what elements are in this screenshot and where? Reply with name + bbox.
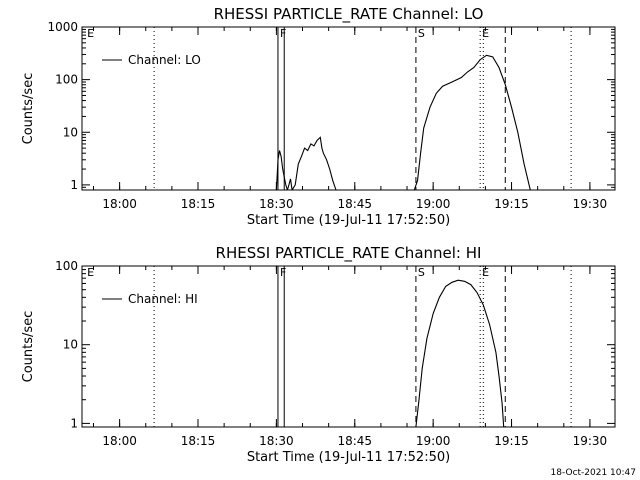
y-axis-label: Counts/sec (21, 73, 36, 145)
x-tick-label: 18:30 (259, 197, 294, 211)
x-tick-label: 19:30 (573, 197, 608, 211)
x-tick-label: 18:45 (337, 434, 372, 448)
series-line (286, 178, 293, 191)
legend-label: Channel: HI (128, 292, 198, 306)
marker-label: S (418, 27, 425, 40)
y-tick-label: 100 (55, 73, 78, 87)
y-tick-label: 1000 (47, 20, 78, 34)
x-tick-label: 19:00 (416, 197, 451, 211)
plot-frame (81, 265, 616, 428)
marker-label: E (87, 27, 94, 40)
chart-lo: RHESSI PARTICLE_RATE Channel: LO Start Ti… (21, 5, 616, 228)
marker-label: E (482, 266, 489, 279)
y-tick-label: 1 (70, 416, 78, 430)
chart-hi: RHESSI PARTICLE_RATE Channel: HI Start Ti… (21, 244, 616, 465)
x-tick-label: 19:30 (573, 434, 608, 448)
x-tick-label: 18:00 (102, 197, 137, 211)
series-line (291, 136, 337, 191)
series-line (415, 279, 505, 428)
y-axis-label: Counts/sec (21, 311, 36, 383)
y-tick-label: 1 (70, 178, 78, 192)
marker-label: F (280, 266, 286, 279)
series-line (413, 54, 531, 191)
x-tick-label: 19:15 (494, 434, 529, 448)
x-tick-label: 19:15 (494, 197, 529, 211)
x-tick-label: 19:00 (416, 434, 451, 448)
series-line (275, 150, 288, 191)
x-tick-label: 18:15 (181, 197, 216, 211)
plot-frame (81, 26, 616, 191)
marker-label: S (418, 266, 425, 279)
footer-timestamp: 18-Oct-2021 10:47 (551, 468, 636, 478)
x-axis-label: Start Time (19-Jul-11 17:52:50) (247, 213, 450, 228)
marker-label: E (87, 266, 94, 279)
y-tick-label: 10 (63, 338, 78, 352)
chart-title: RHESSI PARTICLE_RATE Channel: HI (216, 244, 482, 263)
x-tick-label: 18:15 (181, 434, 216, 448)
y-tick-label: 100 (55, 259, 78, 273)
x-tick-label: 18:45 (337, 197, 372, 211)
chart-title: RHESSI PARTICLE_RATE Channel: LO (214, 5, 484, 24)
legend-label: Channel: LO (128, 53, 201, 67)
x-tick-label: 18:00 (102, 434, 137, 448)
x-axis-label: Start Time (19-Jul-11 17:52:50) (247, 450, 450, 465)
y-tick-label: 10 (63, 125, 78, 139)
x-tick-label: 18:30 (259, 434, 294, 448)
marker-label: E (482, 27, 489, 40)
marker-label: F (280, 27, 286, 40)
